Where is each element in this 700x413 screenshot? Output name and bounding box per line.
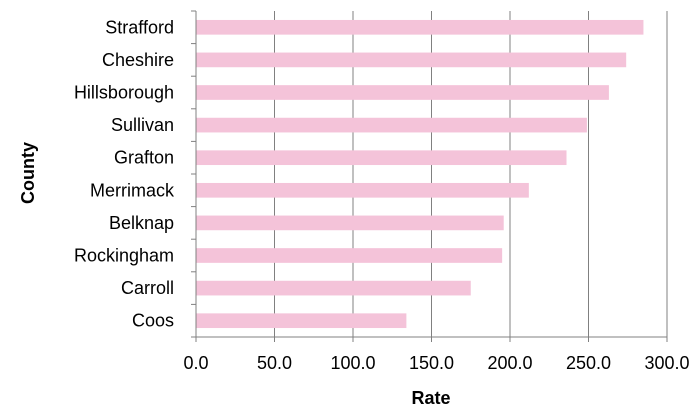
y-tick-label: Strafford: [105, 17, 174, 37]
x-tick-label: 300.0: [644, 353, 689, 373]
y-tick-label: Belknap: [109, 213, 174, 233]
bar-carroll: [196, 280, 471, 296]
bar-rockingham: [196, 248, 503, 263]
x-tick-label: 250.0: [566, 353, 611, 373]
y-tick-label: Cheshire: [102, 50, 174, 70]
x-axis-title: Rate: [411, 388, 450, 408]
y-tick-label: Grafton: [114, 148, 174, 168]
axes: [191, 10, 668, 342]
y-axis-title: County: [18, 142, 38, 204]
x-tick-label: 100.0: [330, 353, 375, 373]
bar-sullivan: [196, 117, 587, 133]
bar-merrimack: [196, 182, 529, 198]
bar-belknap: [196, 215, 504, 231]
y-tick-label: Coos: [132, 311, 174, 331]
bar-strafford: [196, 19, 644, 35]
x-tick-label: 0.0: [183, 353, 208, 373]
y-tick-label: Merrimack: [90, 180, 175, 200]
bar-coos: [196, 313, 407, 329]
bar-cheshire: [196, 52, 627, 68]
x-tick-label: 50.0: [257, 353, 292, 373]
x-tick-label: 200.0: [487, 353, 532, 373]
labels: Strafford Cheshire Hillsborough Sullivan Gra…: [74, 17, 690, 373]
bar-hillsborough: [196, 85, 609, 100]
y-tick-label: Hillsborough: [74, 83, 174, 103]
bars: [196, 19, 644, 329]
y-tick-label: Sullivan: [111, 115, 174, 135]
x-tick-label: 150.0: [409, 353, 454, 373]
y-tick-label: Carroll: [121, 278, 174, 298]
bar-grafton: [196, 150, 567, 166]
y-tick-label: Rockingham: [74, 246, 174, 266]
